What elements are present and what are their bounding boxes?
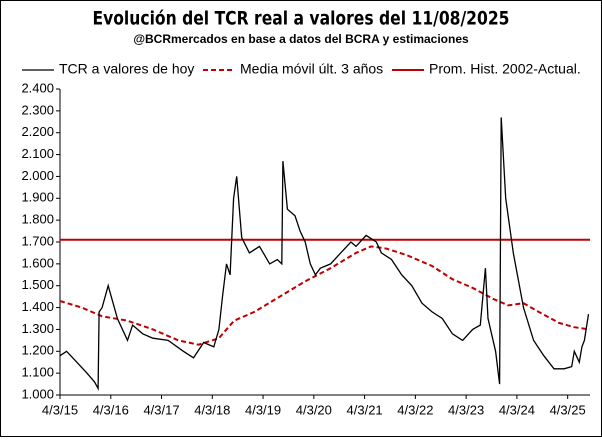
- y-tick-label: 2.400: [21, 80, 54, 95]
- y-tick-label: 1.500: [21, 277, 54, 292]
- y-tick-label: 1.200: [21, 343, 54, 358]
- x-tick-label: 4/3/22: [397, 402, 433, 417]
- legend-label: Prom. Hist. 2002-Actual.: [429, 61, 581, 77]
- legend-label: TCR a valores de hoy: [59, 61, 194, 77]
- x-tick-label: 4/3/25: [550, 402, 586, 417]
- x-tick-label: 4/3/18: [194, 402, 230, 417]
- legend-label: Media móvil últ. 3 años: [240, 61, 383, 77]
- x-tick-label: 4/3/23: [448, 402, 484, 417]
- y-tick-label: 1.800: [21, 212, 54, 227]
- x-tick-label: 4/3/15: [42, 402, 78, 417]
- x-tick-label: 4/3/16: [93, 402, 129, 417]
- y-tick-label: 1.400: [21, 299, 54, 314]
- series-line: [59, 117, 590, 391]
- x-tick-label: 4/3/21: [347, 402, 383, 417]
- series-line: [59, 245, 590, 346]
- y-tick-label: 2.100: [21, 146, 54, 161]
- x-tick-label: 4/3/17: [143, 402, 179, 417]
- y-tick-label: 1.600: [21, 255, 54, 270]
- y-tick-label: 2.200: [21, 124, 54, 139]
- y-tick-label: 2.000: [21, 168, 54, 183]
- y-tick-label: 1.700: [21, 233, 54, 248]
- y-tick-label: 1.000: [21, 386, 54, 401]
- x-tick-label: 4/3/24: [499, 402, 535, 417]
- chart-title: Evolución del TCR real a valores del 11/…: [92, 8, 509, 30]
- x-tick-label: 4/3/19: [245, 402, 281, 417]
- y-tick-label: 1.100: [21, 365, 54, 380]
- x-tick-label: 4/3/20: [296, 402, 332, 417]
- chart-subtitle: @BCRmercados en base a datos del BCRA y …: [133, 32, 469, 46]
- y-tick-label: 1.300: [21, 321, 54, 336]
- y-tick-label: 1.900: [21, 190, 54, 205]
- y-tick-label: 2.300: [21, 102, 54, 117]
